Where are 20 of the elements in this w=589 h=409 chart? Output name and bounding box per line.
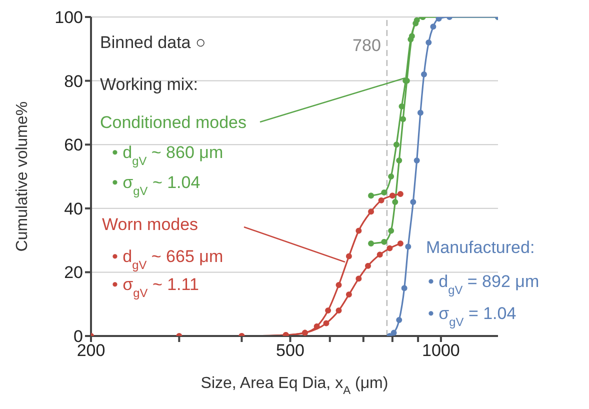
y-axis-title: Cumulative volume%	[14, 101, 31, 252]
annotation: • σ$_{gV}$ ~ 1.04	[112, 173, 200, 198]
x-axis-title: Size, Area Eq Dia, x$_{A}$ (μm)	[200, 375, 388, 397]
series-label: Manufactured:	[426, 238, 535, 257]
x-tick-label: 200	[76, 341, 106, 360]
annotation: Binned data ○	[100, 33, 206, 52]
y-tick-label: 40	[64, 199, 83, 218]
annotation: • d$_{gV}$ ~ 860 μm	[112, 143, 224, 168]
x-tick-label: 500	[276, 341, 304, 360]
x-tick-label: 1000	[422, 341, 460, 360]
text: Worn modes	[102, 215, 198, 234]
y-tick-label: 20	[64, 263, 83, 282]
annotation: • d$_{gV}$ = 892 μm	[428, 272, 540, 297]
y-tick-label: 80	[64, 72, 83, 91]
y-tick-label: 100	[54, 8, 83, 28]
text: Conditioned modes	[100, 113, 246, 132]
annotation: Working mix:	[100, 75, 198, 94]
y-tick-label: 60	[64, 136, 83, 155]
ref-line-label: 780	[352, 36, 381, 55]
annotation: • σ$_{gV}$ = 1.04	[428, 304, 516, 329]
